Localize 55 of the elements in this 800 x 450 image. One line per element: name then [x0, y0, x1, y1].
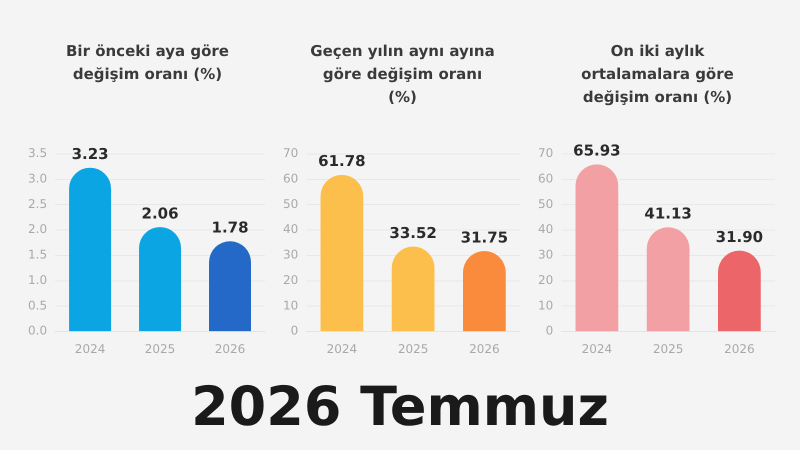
y-tick-label: 70 [538, 146, 554, 160]
bar [320, 174, 364, 332]
y-tick-label: 50 [538, 196, 554, 211]
y-tick-label: 30 [538, 248, 554, 262]
y-tick-label: 2.0 [28, 222, 48, 236]
data-label: 2.06 [142, 204, 179, 222]
bar [139, 227, 182, 332]
y-tick-label: 20 [538, 272, 554, 287]
data-label: 31.90 [716, 228, 764, 246]
bar [718, 250, 761, 332]
data-label: 61.78 [318, 152, 366, 170]
y-tick-label: 30 [282, 248, 298, 262]
x-tick-label: 2024 [74, 342, 106, 356]
y-tick-label: 20 [282, 272, 298, 287]
y-tick-label: 50 [282, 196, 298, 211]
data-label: 65.93 [573, 142, 621, 160]
x-tick-label: 2026 [214, 342, 246, 356]
y-tick-label: 0.5 [28, 298, 48, 312]
data-label: 41.13 [644, 204, 692, 223]
y-tick-label: 10 [538, 298, 554, 312]
y-tick-label: 0 [546, 324, 554, 338]
y-tick-label: 0.0 [28, 324, 48, 338]
y-tick-label: 1.5 [28, 248, 48, 262]
chart-title: On iki aylık ortalamalara göre değişim oranı (%) [580, 41, 735, 108]
text: 2026 Temmuz [190, 374, 610, 440]
data-label: 3.23 [72, 145, 109, 164]
data-label: 31.75 [460, 228, 508, 246]
y-tick-label: 3.5 [28, 146, 48, 160]
y-tick-label: 1.0 [28, 272, 48, 287]
x-tick-label: 2026 [469, 342, 500, 356]
y-tick-label: 3.0 [28, 171, 48, 186]
y-tick-label: 0 [290, 324, 298, 338]
y-tick-label: 60 [282, 171, 298, 186]
y-tick-label: 60 [538, 171, 554, 186]
y-tick-label: 40 [282, 222, 298, 236]
x-tick-label: 2025 [144, 342, 176, 356]
y-tick-label: 70 [282, 146, 298, 160]
bar [69, 168, 112, 332]
x-tick-label: 2025 [398, 342, 428, 356]
bar [646, 227, 690, 332]
x-tick-label: 2024 [582, 342, 612, 356]
chart-title: Geçen yılın aynı ayına göre değişim oranı (%) [309, 41, 496, 108]
bar [576, 164, 618, 332]
bar [463, 251, 506, 332]
y-tick-label: 2.5 [28, 196, 48, 211]
data-label: 1.78 [212, 218, 249, 237]
x-tick-label: 2024 [326, 342, 358, 356]
bar [392, 246, 435, 332]
data-label: 33.52 [389, 224, 437, 242]
y-tick-label: 40 [538, 222, 554, 236]
y-tick-label: 10 [282, 298, 298, 312]
bar [209, 241, 252, 332]
chart-title: Bir önceki aya göre değişim oranı (%) [65, 41, 230, 85]
x-tick-label: 2025 [652, 342, 684, 356]
x-tick-label: 2026 [724, 342, 755, 356]
